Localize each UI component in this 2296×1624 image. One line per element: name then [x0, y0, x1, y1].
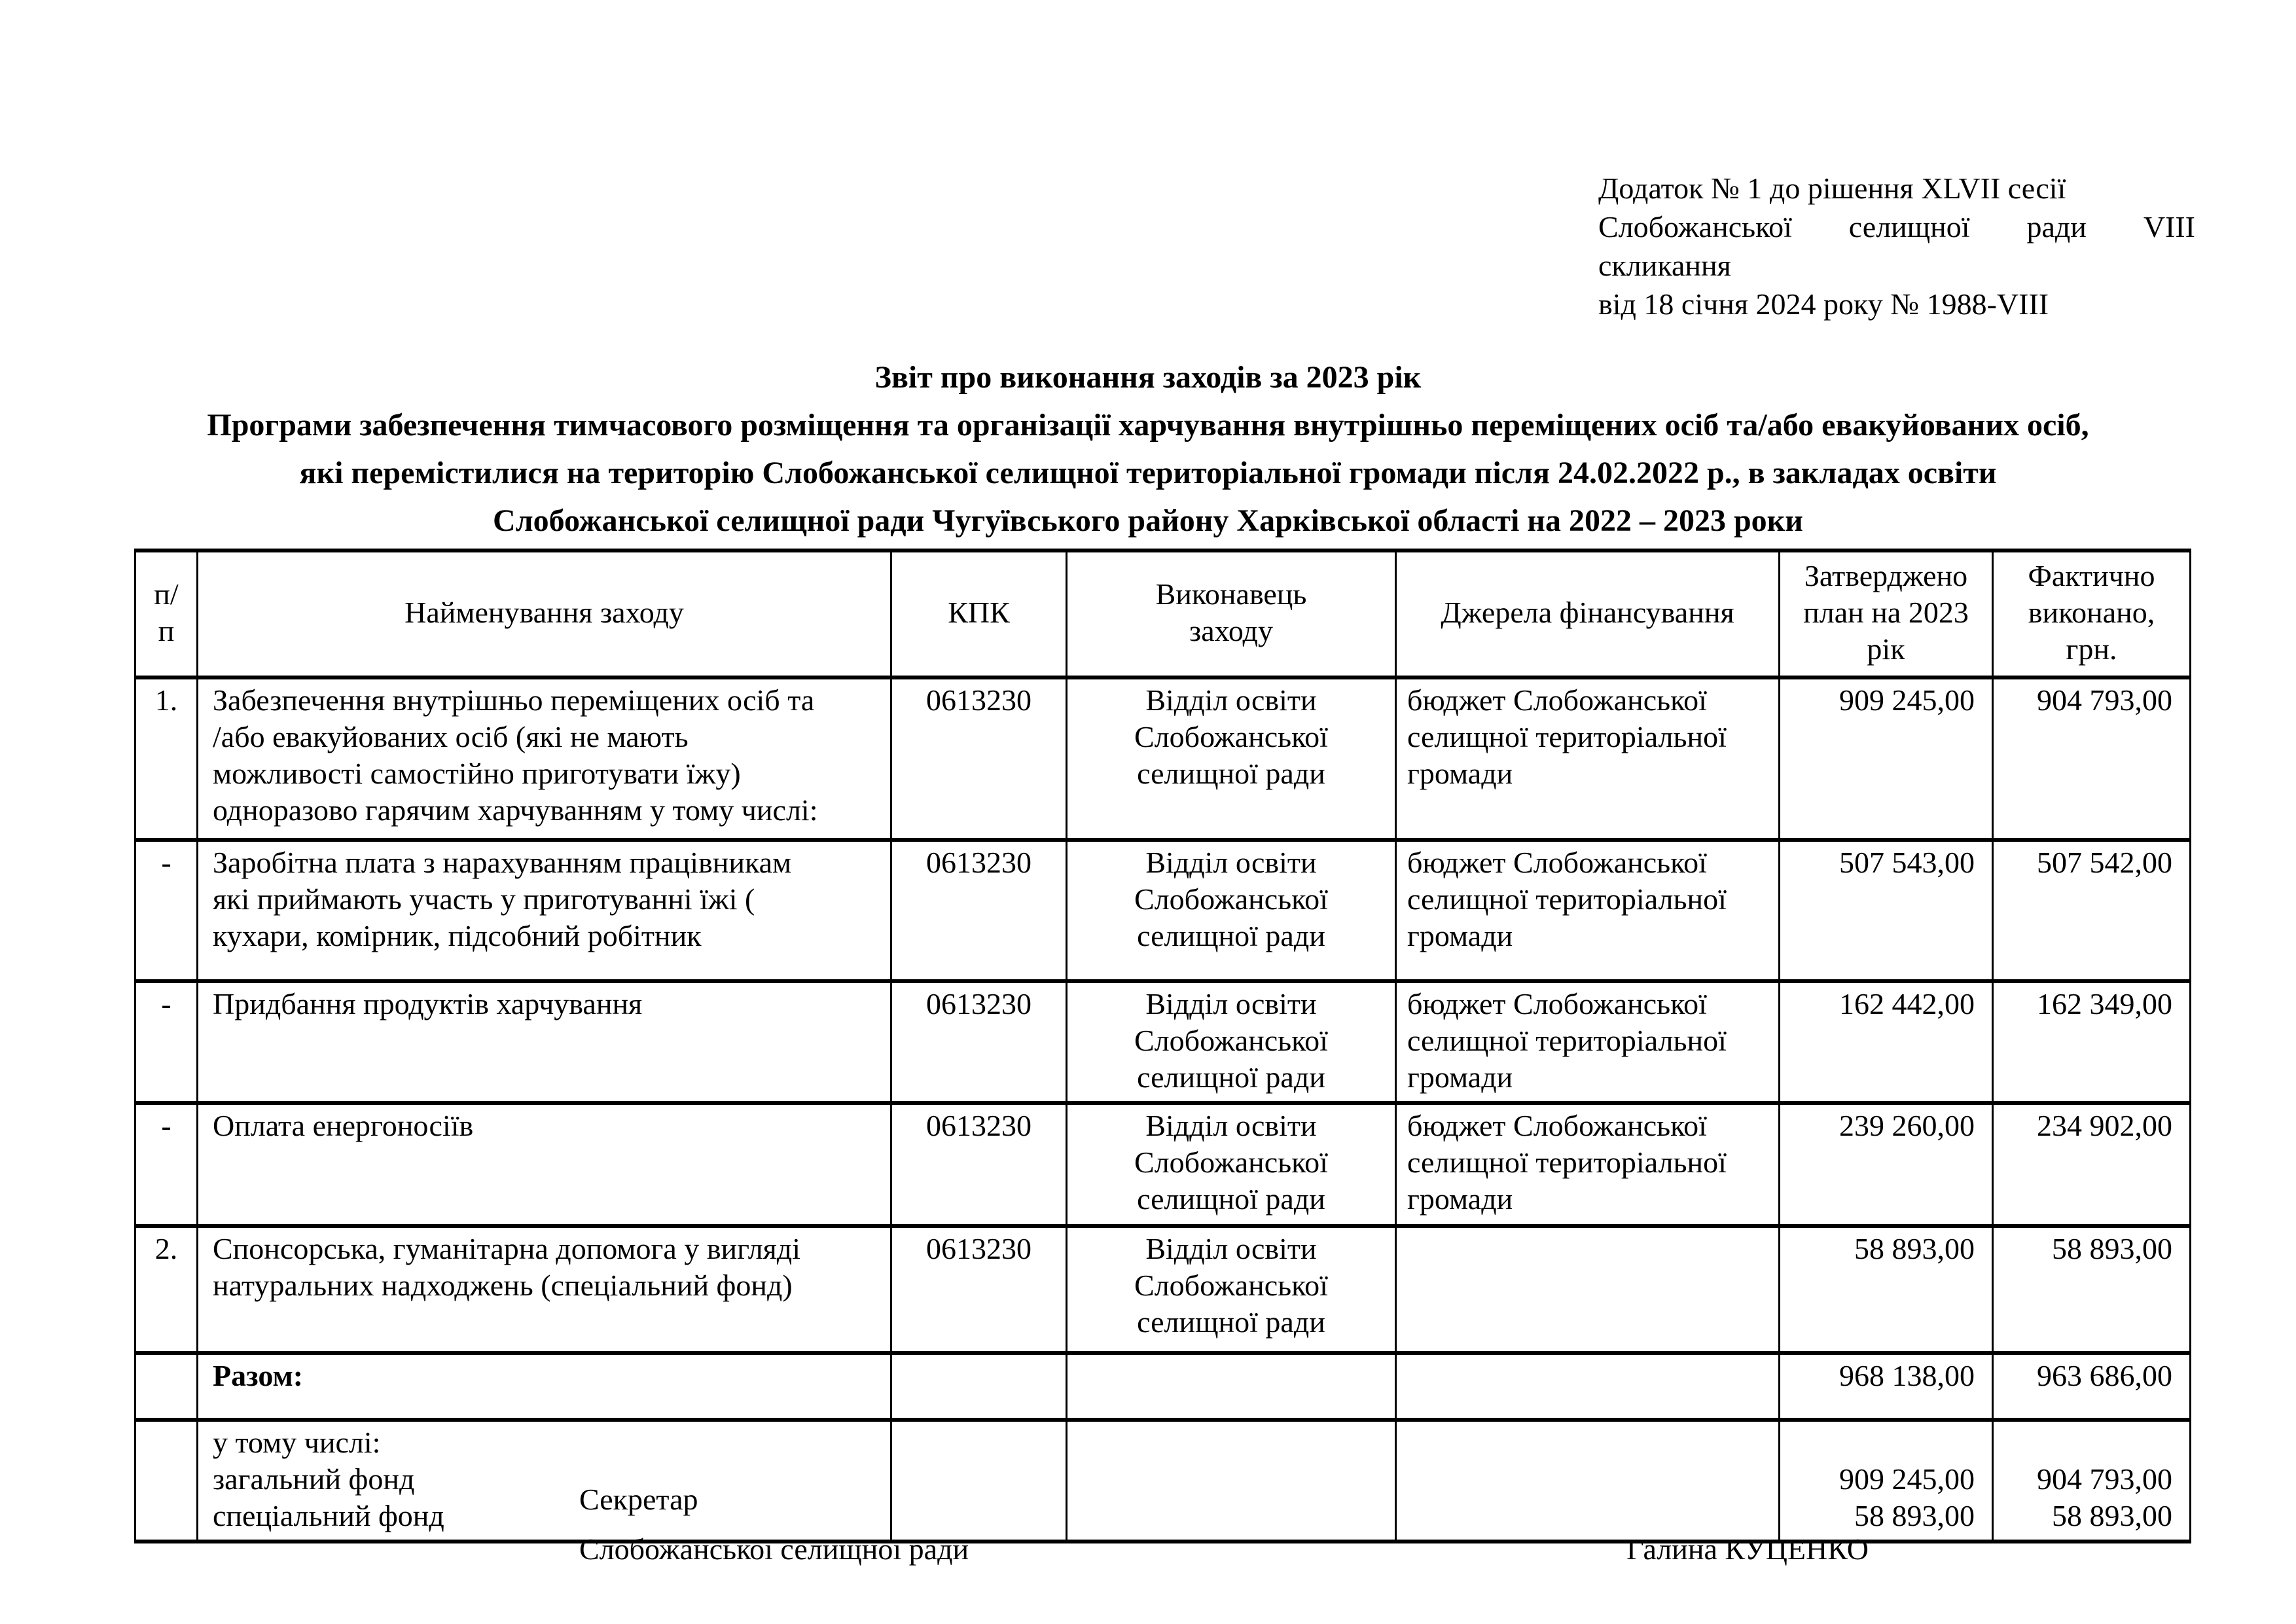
funding-source-cell	[1395, 1351, 1780, 1422]
signer-position-line1: Секретар	[579, 1483, 698, 1516]
executor-cell: Відділ освіти Слобожанської селищної рад…	[1066, 676, 1397, 842]
annex-line: скликання	[1598, 249, 1731, 282]
table-row: - Придбання продуктів харчування 0613230…	[134, 979, 2191, 1105]
title-line: Слобожанської селищної ради Чугуївського…	[493, 503, 1803, 538]
col-header-kpk: КПК	[890, 549, 1067, 679]
measure-name-cell: Спонсорська, гуманітарна допомога у вигл…	[196, 1224, 892, 1355]
executor-cell	[1066, 1418, 1397, 1543]
funding-source-cell: бюджет Слобожанської селищної територіал…	[1395, 676, 1780, 842]
table-row: 2. Спонсорська, гуманітарна допомога у в…	[134, 1224, 2191, 1355]
header-row: п/ п Найменування заходу КПК Виконавець …	[134, 549, 2191, 679]
breakdown-fact-amount-cell: 904 793,00 58 893,00	[1992, 1418, 2191, 1543]
kpk-cell: 0613230	[890, 1224, 1067, 1355]
executor-cell: Відділ освіти Слобожанської селищної рад…	[1066, 1101, 1397, 1228]
fact-amount-cell: 58 893,00	[1992, 1224, 2191, 1355]
kpk-cell: 0613230	[890, 1101, 1067, 1228]
col-header-measure-name: Найменування заходу	[196, 549, 892, 679]
kpk-cell: 0613230	[890, 838, 1067, 983]
fact-amount-cell: 904 793,00	[1992, 676, 2191, 842]
title-line: які перемістилися на територію Слобожанс…	[299, 456, 1997, 490]
fact-amount-cell: 162 349,00	[1992, 979, 2191, 1105]
funding-source-cell	[1395, 1224, 1780, 1355]
total-row: Разом: 968 138,00 963 686,00	[134, 1351, 2191, 1422]
table-row: 1. Забезпечення внутрішньо переміщених о…	[134, 676, 2191, 842]
row-number-cell: 1.	[134, 676, 198, 842]
funding-source-cell: бюджет Слобожанської селищної територіал…	[1395, 979, 1780, 1105]
kpk-cell	[890, 1351, 1067, 1422]
annex-line: від 18 січня 2024 року № 1988-VIII	[1598, 287, 2049, 321]
row-number-cell	[134, 1418, 198, 1543]
row-number-cell: -	[134, 838, 198, 983]
report-table: п/ п Найменування заходу КПК Виконавець …	[134, 549, 2191, 1543]
annex-line: Слобожанської селищної ради VIII	[1598, 210, 2195, 244]
total-label-cell: Разом:	[196, 1351, 892, 1422]
row-number-cell	[134, 1351, 198, 1422]
title-line: Звіт про виконання заходів за 2023 рік	[874, 360, 1422, 395]
plan-amount-cell: 909 245,00	[1778, 676, 1994, 842]
row-number-cell: -	[134, 1101, 198, 1228]
funding-source-cell: бюджет Слобожанської селищної територіал…	[1395, 1101, 1780, 1228]
report-table-wrapper: п/ п Найменування заходу КПК Виконавець …	[134, 549, 2191, 1543]
signer-name: Галина КУЦЕНКО	[1626, 1532, 1869, 1566]
row-number-cell: -	[134, 979, 198, 1105]
col-header-row-number: п/ п	[134, 549, 198, 679]
executor-cell: Відділ освіти Слобожанської селищної рад…	[1066, 838, 1397, 983]
fact-amount-cell: 234 902,00	[1992, 1101, 2191, 1228]
funding-source-cell	[1395, 1418, 1780, 1543]
document-title: Звіт про виконання заходів за 2023 рік П…	[38, 353, 2258, 545]
plan-amount-cell: 162 442,00	[1778, 979, 1994, 1105]
breakdown-label-cell: у тому числі: загальний фонд спеціальний…	[196, 1418, 892, 1543]
measure-name-cell: Забезпечення внутрішньо переміщених осіб…	[196, 676, 892, 842]
annex-reference: Додаток № 1 до рішення XLVII сесії Слобо…	[1598, 169, 2195, 323]
table-row: - Заробітна плата з нарахуванням працівн…	[134, 838, 2191, 983]
table-row: - Оплата енергоносіїв 0613230 Відділ осв…	[134, 1101, 2191, 1228]
kpk-cell: 0613230	[890, 676, 1067, 842]
plan-amount-cell: 58 893,00	[1778, 1224, 1994, 1355]
plan-amount-cell: 239 260,00	[1778, 1101, 1994, 1228]
signature-block: Секретар Слобожанської селищної ради Гал…	[579, 1481, 2193, 1568]
executor-cell: Відділ освіти Слобожанської селищної рад…	[1066, 979, 1397, 1105]
measure-name-cell: Заробітна плата з нарахуванням працівник…	[196, 838, 892, 983]
annex-line: Додаток № 1 до рішення XLVII сесії	[1598, 171, 2066, 205]
col-header-actual-executed: Фактично виконано, грн.	[1992, 549, 2191, 679]
fact-amount-cell: 507 542,00	[1992, 838, 2191, 983]
col-header-approved-plan: Затверджено план на 2023 рік	[1778, 549, 1994, 679]
row-number-cell: 2.	[134, 1224, 198, 1355]
total-fact-amount-cell: 963 686,00	[1992, 1351, 2191, 1422]
title-line: Програми забезпечення тимчасового розміщ…	[207, 408, 2089, 442]
executor-cell: Відділ освіти Слобожанської селищної рад…	[1066, 1224, 1397, 1355]
signer-position-line2: Слобожанської селищної ради	[579, 1532, 969, 1566]
measure-name-cell: Придбання продуктів харчування	[196, 979, 892, 1105]
executor-cell	[1066, 1351, 1397, 1422]
breakdown-plan-amount-cell: 909 245,00 58 893,00	[1778, 1418, 1994, 1543]
total-plan-amount-cell: 968 138,00	[1778, 1351, 1994, 1422]
signature-line: Слобожанської селищної ради Галина КУЦЕН…	[579, 1530, 2193, 1568]
col-header-executor: Виконавець заходу	[1066, 549, 1397, 679]
breakdown-row: у тому числі: загальний фонд спеціальний…	[134, 1418, 2191, 1543]
measure-name-cell: Оплата енергоносіїв	[196, 1101, 892, 1228]
kpk-cell: 0613230	[890, 979, 1067, 1105]
plan-amount-cell: 507 543,00	[1778, 838, 1994, 983]
kpk-cell	[890, 1418, 1067, 1543]
col-header-funding-source: Джерела фінансування	[1395, 549, 1780, 679]
funding-source-cell: бюджет Слобожанської селищної територіал…	[1395, 838, 1780, 983]
